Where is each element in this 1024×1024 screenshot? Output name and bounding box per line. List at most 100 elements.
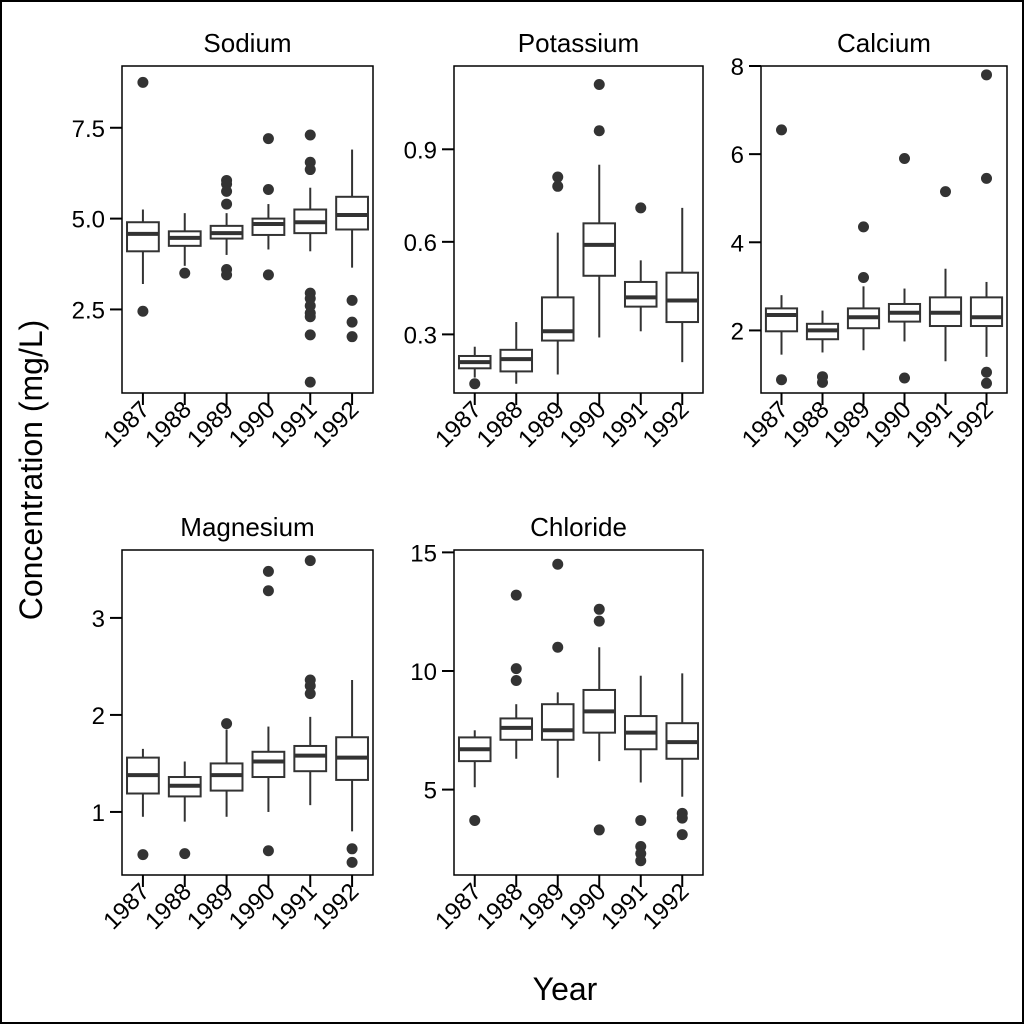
plot-frame [760, 65, 1008, 394]
y-tick-label: 15 [410, 540, 437, 567]
outlier-point [304, 129, 316, 141]
outlier-point [221, 269, 233, 281]
y-tick-label: 6 [731, 142, 744, 169]
outlier-point [304, 376, 316, 388]
outlier-point [179, 848, 191, 860]
y-tick-label: 2.5 [72, 297, 105, 324]
outlier-point [304, 688, 316, 700]
box-1992 [665, 207, 700, 363]
y-tick-label: 5 [424, 778, 437, 805]
plot-frame [453, 549, 704, 876]
y-tick-label: 2 [92, 703, 105, 730]
outlier-point [899, 153, 910, 165]
box-1991 [293, 555, 328, 806]
outlier-point [981, 366, 992, 378]
outlier-point [137, 305, 149, 317]
outlier-point [940, 186, 951, 198]
iqr-box [764, 307, 799, 333]
box-1990 [582, 603, 617, 836]
y-axis-label: Concentration (mg/L) [13, 320, 49, 621]
outlier-point [262, 269, 274, 281]
box-1989 [209, 174, 244, 281]
outlier-point [221, 718, 233, 730]
outlier-point [593, 615, 605, 627]
outlier-point [346, 856, 358, 868]
iqr-box [293, 744, 328, 773]
box-1990 [887, 153, 922, 384]
outlier-point [676, 829, 688, 841]
outlier-point [346, 294, 358, 306]
outlier-point [304, 164, 316, 176]
panel-title: Potassium [518, 28, 639, 58]
outlier-point [304, 680, 316, 692]
y-tick-label: 7.5 [72, 116, 105, 143]
y-tick-label: 2 [731, 318, 744, 345]
outlier-point [346, 843, 358, 855]
outlier-point [593, 603, 605, 615]
box-1992 [335, 680, 369, 868]
box-1988 [167, 761, 202, 860]
outlier-point [981, 377, 992, 389]
outlier-point [510, 589, 522, 601]
box-1987 [457, 346, 492, 390]
iqr-box [665, 271, 700, 324]
outlier-point [858, 272, 869, 284]
outlier-point [346, 331, 358, 343]
outlier-point [552, 641, 564, 653]
outlier-point [469, 378, 481, 390]
outlier-point [552, 558, 564, 570]
box-1990 [582, 79, 617, 338]
outlier-point [981, 69, 992, 81]
outlier-point [262, 565, 274, 577]
outlier-point [262, 585, 274, 597]
outlier-point [304, 329, 316, 341]
outlier-point [262, 184, 274, 196]
box-1991 [623, 675, 658, 867]
outlier-point [635, 202, 647, 214]
outlier-point [593, 824, 605, 836]
y-tick-label: 3 [92, 606, 105, 633]
outlier-point [510, 663, 522, 675]
outlier-point [776, 374, 787, 386]
plot-frame [453, 65, 704, 394]
box-1987 [764, 124, 799, 386]
box-1988 [167, 213, 202, 279]
outlier-point [552, 180, 564, 192]
iqr-box [582, 222, 617, 277]
box-1990 [251, 565, 286, 857]
outlier-point [817, 376, 828, 388]
plot-frame [121, 549, 374, 876]
outlier-point [469, 814, 481, 826]
box-1992 [665, 673, 700, 841]
y-tick-label: 4 [731, 230, 744, 257]
box-1987 [126, 748, 160, 861]
outlier-point [510, 674, 522, 686]
outlier-point [776, 124, 787, 136]
outlier-point [304, 555, 316, 567]
iqr-box [540, 703, 575, 741]
box-1991 [928, 186, 963, 362]
outlier-point [899, 372, 910, 384]
box-1989 [846, 221, 881, 351]
outlier-point [593, 79, 605, 91]
outlier-point [304, 311, 316, 323]
iqr-box [969, 296, 1004, 328]
panel-title: Magnesium [180, 512, 314, 542]
box-1989 [540, 558, 575, 778]
outlier-point [262, 133, 274, 145]
box-1988 [499, 322, 534, 384]
iqr-box [251, 217, 286, 236]
outlier-point [346, 316, 358, 328]
box-1991 [293, 129, 328, 388]
panel-title: Chloride [530, 512, 627, 542]
y-tick-label: 1 [92, 800, 105, 827]
box-1990 [251, 133, 286, 281]
outlier-point [552, 171, 564, 183]
box-1989 [209, 718, 244, 817]
outlier-point [676, 812, 688, 824]
box-1992 [969, 69, 1004, 389]
y-tick-label: 5.0 [72, 207, 105, 234]
panel-title: Calcium [837, 28, 931, 58]
panel-title: Sodium [203, 28, 291, 58]
